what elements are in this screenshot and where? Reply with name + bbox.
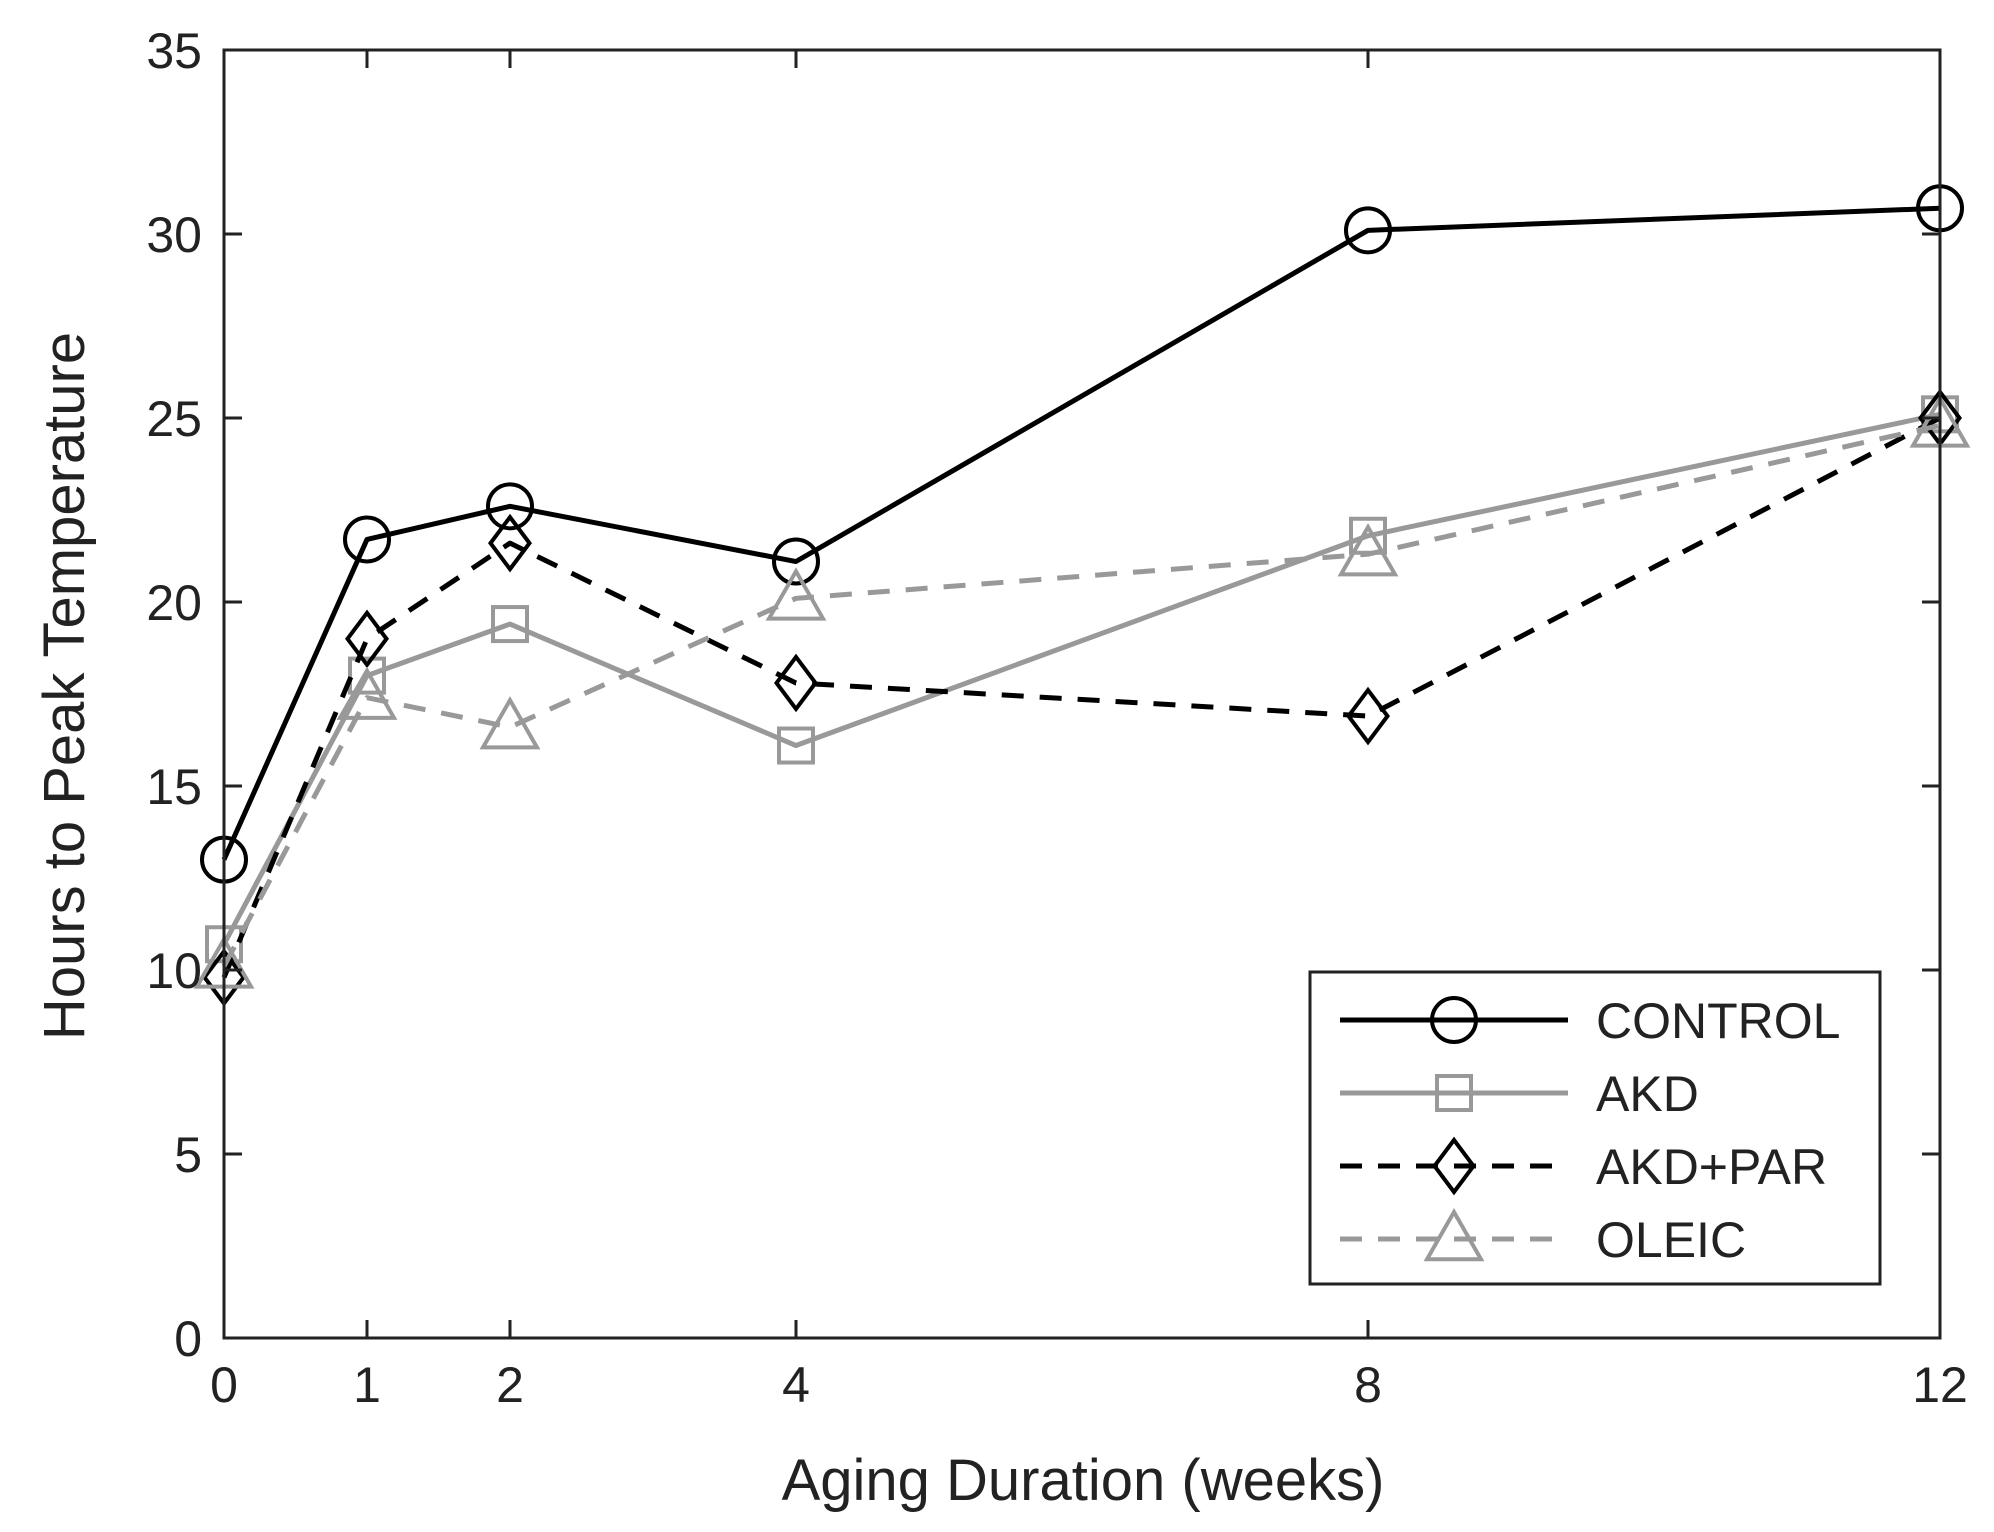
- data-point-akd: [491, 605, 529, 644]
- y-tick-label: 25: [146, 391, 202, 447]
- y-tick-label: 20: [146, 575, 202, 631]
- legend: CONTROL AKD AKD+PAR OLEIC: [1308, 970, 1882, 1286]
- legend-label-oleic: OLEIC: [1596, 1212, 1746, 1268]
- y-tick-label: 15: [146, 759, 202, 815]
- y-tick-label: 0: [174, 1311, 202, 1367]
- legend-item-akd-par: AKD+PAR: [1340, 1136, 1827, 1196]
- x-tick-label: 8: [1354, 1357, 1382, 1413]
- y-tick-label: 5: [174, 1127, 202, 1183]
- legend-item-control: CONTROL: [1340, 993, 1840, 1049]
- x-axis-label: Aging Duration (weeks): [782, 1448, 1385, 1513]
- data-point-control: [772, 537, 820, 586]
- series-line-akd: [221, 411, 1941, 946]
- x-tick-label: 4: [782, 1357, 810, 1413]
- legend-marker-oleic: [1423, 1207, 1485, 1262]
- plot-frame: [222, 48, 1942, 1340]
- legend-marker-akd: [1435, 1074, 1473, 1112]
- data-point-oleic: [1337, 523, 1399, 577]
- data-point-oleic: [479, 696, 541, 750]
- legend-box: [1308, 970, 1882, 1286]
- data-point-akd: [777, 726, 815, 765]
- y-tick-label: 10: [146, 943, 202, 999]
- data-point-akd-par: [774, 653, 818, 713]
- data-point-akd-par: [488, 513, 532, 573]
- data-point-akd-par: [345, 609, 389, 669]
- x-tick-label: 0: [210, 1357, 238, 1413]
- legend-label-akd-par: AKD+PAR: [1596, 1139, 1827, 1195]
- y-tick-label: 35: [146, 23, 202, 79]
- x-tick-label: 1: [353, 1357, 381, 1413]
- legend-marker-akd-par: [1432, 1136, 1476, 1196]
- legend-item-oleic: OLEIC: [1340, 1207, 1746, 1268]
- x-tick-label: 2: [496, 1357, 524, 1413]
- data-point-akd: [348, 656, 386, 695]
- data-point-control: [343, 515, 391, 564]
- data-point-oleic: [765, 567, 827, 621]
- data-point-oleic: [336, 666, 398, 720]
- y-axis-label: Hours to Peak Temperature: [32, 332, 97, 1040]
- legend-marker-control: [1430, 996, 1478, 1044]
- legend-label-control: CONTROL: [1596, 993, 1840, 1049]
- y-tick-label: 30: [146, 207, 202, 263]
- data-point-akd-par: [1346, 686, 1390, 746]
- series-line-akd-par: [221, 415, 1942, 979]
- data-point-control: [486, 482, 534, 531]
- series-akd-par: [202, 388, 1962, 1007]
- legend-item-akd: AKD: [1340, 1066, 1699, 1122]
- data-point-control: [1344, 206, 1392, 255]
- legend-label-akd: AKD: [1596, 1066, 1699, 1122]
- series-line-control: [221, 205, 1941, 861]
- x-tick-label: 12: [1912, 1357, 1968, 1413]
